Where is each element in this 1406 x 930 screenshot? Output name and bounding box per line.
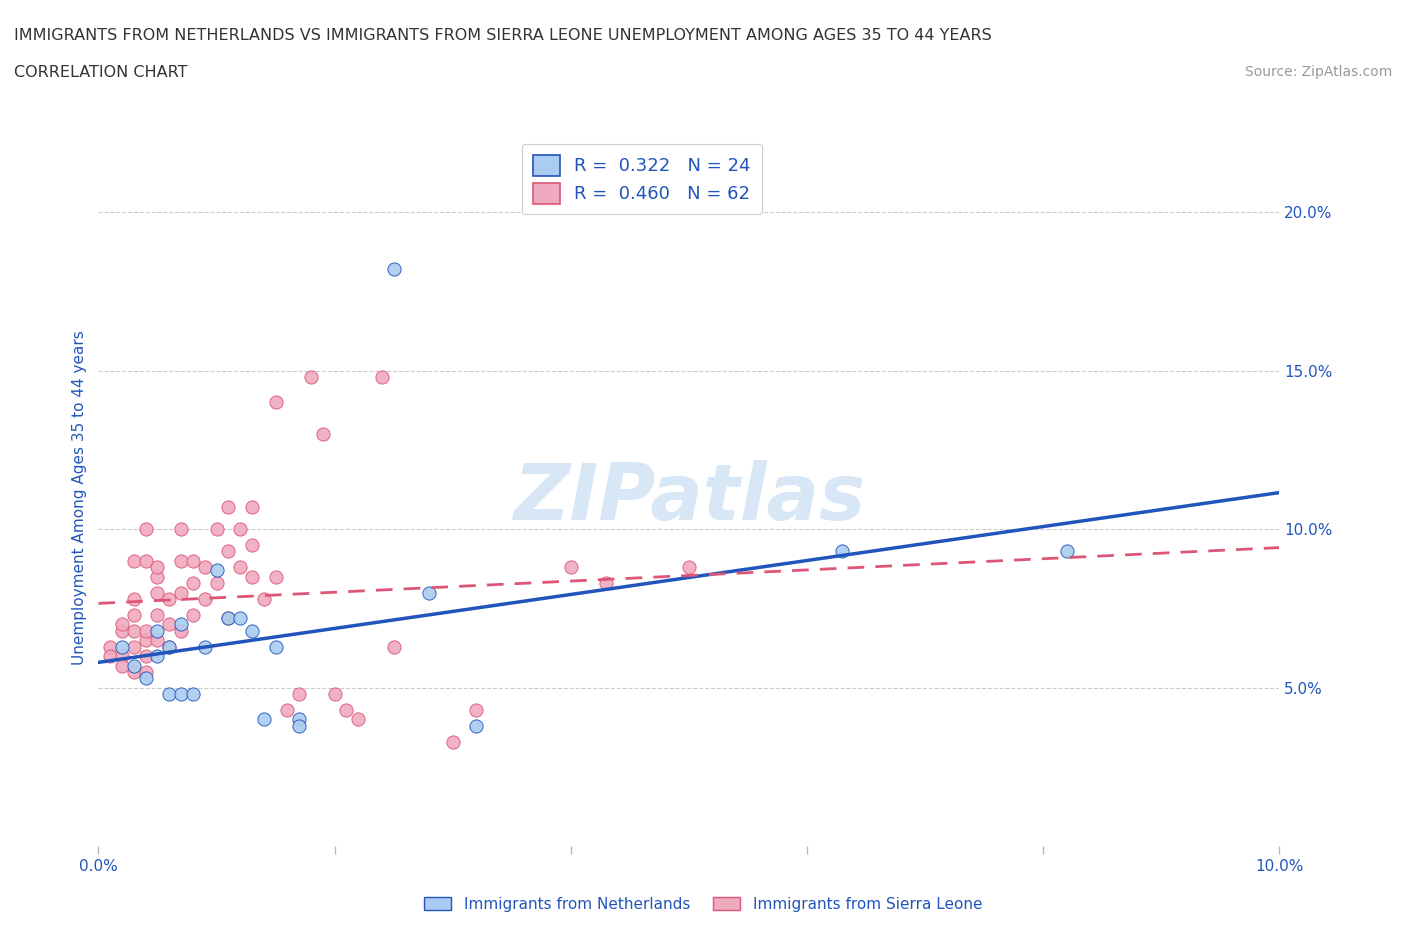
Point: [678, 560, 700, 575]
Point: [229, 560, 252, 575]
Point: [217, 611, 239, 626]
Point: [170, 585, 193, 600]
Text: CORRELATION CHART: CORRELATION CHART: [14, 65, 187, 80]
Point: [465, 702, 488, 717]
Point: [122, 664, 145, 679]
Point: [1056, 544, 1078, 559]
Point: [122, 607, 145, 622]
Point: [264, 639, 287, 654]
Point: [371, 369, 394, 384]
Point: [146, 585, 169, 600]
Point: [111, 623, 134, 638]
Text: Source: ZipAtlas.com: Source: ZipAtlas.com: [1244, 65, 1392, 79]
Point: [418, 585, 440, 600]
Point: [288, 712, 311, 727]
Point: [382, 262, 405, 277]
Point: [122, 658, 145, 673]
Point: [122, 639, 145, 654]
Point: [146, 648, 169, 663]
Point: [135, 553, 157, 568]
Point: [335, 702, 357, 717]
Point: [194, 560, 217, 575]
Point: [240, 569, 263, 584]
Point: [111, 617, 134, 631]
Point: [181, 553, 204, 568]
Point: [382, 639, 405, 654]
Point: [146, 632, 169, 647]
Point: [170, 623, 193, 638]
Y-axis label: Unemployment Among Ages 35 to 44 years: Unemployment Among Ages 35 to 44 years: [72, 330, 87, 665]
Point: [194, 639, 217, 654]
Text: IMMIGRANTS FROM NETHERLANDS VS IMMIGRANTS FROM SIERRA LEONE UNEMPLOYMENT AMONG A: IMMIGRANTS FROM NETHERLANDS VS IMMIGRANT…: [14, 28, 991, 43]
Point: [157, 591, 180, 606]
Point: [229, 611, 252, 626]
Point: [122, 623, 145, 638]
Point: [146, 560, 169, 575]
Point: [240, 499, 263, 514]
Point: [288, 686, 311, 701]
Point: [157, 686, 180, 701]
Point: [146, 569, 169, 584]
Point: [181, 576, 204, 591]
Point: [264, 395, 287, 410]
Point: [205, 563, 228, 578]
Point: [170, 522, 193, 537]
Point: [312, 427, 335, 442]
Point: [560, 560, 582, 575]
Point: [135, 664, 157, 679]
Point: [205, 576, 228, 591]
Point: [135, 632, 157, 647]
Point: [146, 607, 169, 622]
Point: [240, 623, 263, 638]
Point: [217, 611, 239, 626]
Point: [111, 658, 134, 673]
Point: [240, 538, 263, 552]
Point: [253, 712, 276, 727]
Point: [157, 639, 180, 654]
Point: [323, 686, 346, 701]
Point: [170, 617, 193, 631]
Point: [276, 702, 298, 717]
Point: [122, 591, 145, 606]
Point: [135, 671, 157, 685]
Legend: R =  0.322   N = 24, R =  0.460   N = 62: R = 0.322 N = 24, R = 0.460 N = 62: [522, 144, 762, 215]
Point: [157, 639, 180, 654]
Point: [253, 591, 276, 606]
Point: [135, 522, 157, 537]
Point: [111, 648, 134, 663]
Point: [181, 686, 204, 701]
Point: [595, 576, 617, 591]
Point: [347, 712, 370, 727]
Point: [217, 544, 239, 559]
Legend: Immigrants from Netherlands, Immigrants from Sierra Leone: Immigrants from Netherlands, Immigrants …: [418, 890, 988, 918]
Point: [135, 623, 157, 638]
Point: [441, 735, 464, 750]
Point: [170, 553, 193, 568]
Point: [288, 718, 311, 733]
Text: ZIPatlas: ZIPatlas: [513, 459, 865, 536]
Point: [146, 623, 169, 638]
Point: [111, 639, 134, 654]
Point: [831, 544, 853, 559]
Point: [135, 648, 157, 663]
Point: [157, 617, 180, 631]
Point: [229, 522, 252, 537]
Point: [181, 607, 204, 622]
Point: [465, 718, 488, 733]
Point: [98, 639, 121, 654]
Point: [205, 522, 228, 537]
Point: [170, 686, 193, 701]
Point: [217, 499, 239, 514]
Point: [122, 553, 145, 568]
Point: [299, 369, 322, 384]
Point: [194, 591, 217, 606]
Point: [98, 648, 121, 663]
Point: [264, 569, 287, 584]
